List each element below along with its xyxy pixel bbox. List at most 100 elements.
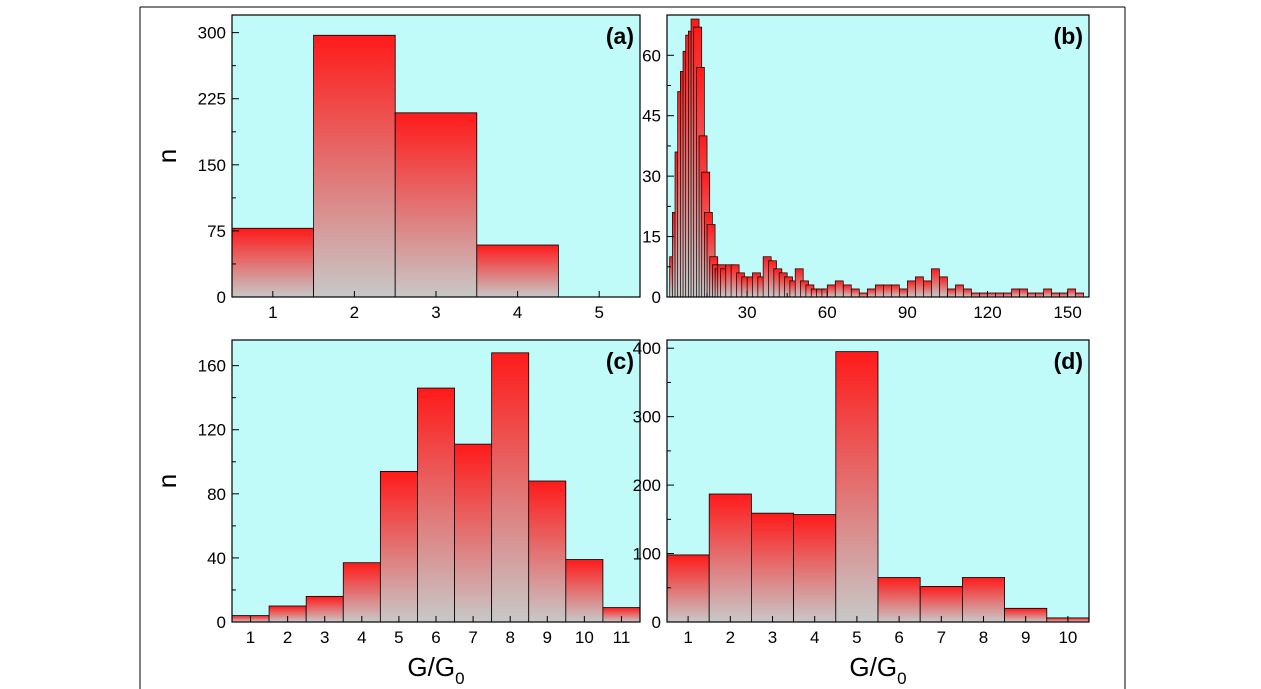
y-tick-label: 100 [633, 545, 661, 564]
bar-b-70 [1075, 292, 1085, 298]
bar-b-44 [866, 288, 876, 298]
bar-b-60 [995, 292, 1004, 298]
x-tick-label: 2 [726, 628, 735, 647]
x-axis-label-d: G/G0 [849, 652, 906, 688]
bar-b-68 [1059, 292, 1068, 298]
y-axis-d: 0 100 200 300 400 [633, 339, 674, 632]
x-tick-label: 1 [268, 303, 277, 322]
x-tick-label: 2 [350, 303, 359, 322]
x-tick-label: 3 [320, 628, 329, 647]
x-tick-label: 150 [1053, 303, 1081, 322]
y-axis-label-a: n [152, 149, 182, 163]
y-tick-label: 0 [217, 613, 226, 632]
x-tick-label: 5 [594, 303, 603, 322]
y-axis-c: 0 40 80 120 160 [198, 357, 239, 632]
x-tick-label: 6 [894, 628, 903, 647]
x-tick-label: 1 [246, 628, 255, 647]
bar-b-65 [1035, 292, 1044, 298]
bar-b-41 [842, 284, 852, 298]
panel-label-a: (a) [606, 23, 634, 49]
bar-a-4 [476, 244, 559, 298]
bar-c-7 [454, 443, 493, 623]
x-axis-b: 30 60 90 120 150 [706, 291, 1082, 322]
bar-b-64 [1027, 292, 1036, 298]
y-tick-label: 75 [207, 222, 226, 241]
x-tick-label: 90 [898, 303, 917, 322]
bar-b-40 [834, 280, 844, 298]
bar-c-6 [417, 387, 455, 623]
x-axis-label-main: G/G [407, 652, 455, 682]
bar-d-6 [877, 577, 921, 623]
y-tick-label: 0 [217, 288, 226, 307]
bar-b-48 [899, 288, 908, 298]
bar-d-3 [751, 512, 795, 623]
bar-b-51 [923, 280, 932, 298]
x-tick-label: 4 [810, 628, 819, 647]
y-tick-label: 150 [198, 156, 226, 175]
bar-b-45 [874, 284, 884, 298]
x-tick-label: 4 [513, 303, 522, 322]
bar-d-2 [708, 493, 752, 623]
bar-d-8 [962, 577, 1006, 623]
bar-b-59 [987, 292, 996, 298]
x-tick-label: 7 [937, 628, 946, 647]
x-axis-label-c: G/G0 [407, 652, 464, 688]
bar-b-66 [1043, 288, 1052, 298]
x-tick-label: 7 [468, 628, 477, 647]
bar-a-3 [394, 112, 478, 298]
x-tick-label: 4 [357, 628, 366, 647]
x-tick-label: 8 [979, 628, 988, 647]
bar-d-4 [793, 514, 837, 623]
y-tick-label: 0 [652, 288, 661, 307]
y-tick-label: 400 [633, 339, 661, 358]
bar-c-5 [379, 470, 418, 623]
x-tick-label: 1 [683, 628, 692, 647]
y-tick-label: 120 [198, 421, 226, 440]
bar-c-9 [528, 480, 567, 623]
x-axis-label-subscript: 0 [455, 669, 464, 688]
bar-b-43 [858, 292, 868, 298]
x-tick-label: 30 [738, 303, 757, 322]
bar-c-8 [491, 352, 530, 623]
x-axis-a: 1 2 3 4 5 [268, 291, 604, 322]
x-tick-label: 5 [852, 628, 861, 647]
bars-b [669, 18, 1085, 298]
y-tick-label: 300 [633, 408, 661, 427]
panel-label-d: (d) [1054, 348, 1083, 374]
y-tick-label: 15 [642, 228, 661, 247]
bar-a-1 [231, 227, 314, 298]
bar-a-2 [313, 34, 396, 298]
y-tick-label: 0 [652, 613, 661, 632]
y-tick-label: 45 [642, 107, 661, 126]
panel-b: 0 15 30 45 60 30 60 90 120 150 (b) [642, 14, 1090, 322]
plot-frame-d [666, 339, 1090, 623]
y-tick-label: 30 [642, 167, 661, 186]
x-tick-label: 9 [1021, 628, 1030, 647]
x-tick-label: 120 [973, 303, 1001, 322]
bar-b-61 [1003, 292, 1012, 298]
bar-b-53 [939, 276, 948, 298]
panel-a: 0 75 150 225 300 1 2 3 4 5 (a) n [152, 14, 641, 322]
x-axis-c: 1 2 3 4 5 6 7 8 9 10 11 [246, 616, 630, 647]
bar-b-42 [850, 288, 860, 298]
bar-c-4 [342, 562, 381, 623]
bar-b-46 [882, 284, 892, 298]
y-tick-label: 60 [642, 46, 661, 65]
y-tick-label: 40 [207, 549, 226, 568]
panel-label-b: (b) [1054, 23, 1083, 49]
y-tick-label: 300 [198, 24, 226, 43]
bar-b-63 [1019, 288, 1028, 298]
bar-d-1 [666, 554, 710, 623]
bar-b-50 [915, 276, 924, 298]
y-axis-b: 0 15 30 45 60 [642, 46, 674, 307]
bar-d-5 [835, 351, 879, 623]
bar-b-47 [891, 284, 900, 298]
bar-b-52 [931, 268, 940, 298]
panel-label-c: (c) [606, 348, 634, 374]
y-tick-label: 200 [633, 476, 661, 495]
x-axis-label-main: G/G [849, 652, 897, 682]
x-tick-label: 6 [431, 628, 440, 647]
bar-b-58 [979, 292, 988, 298]
